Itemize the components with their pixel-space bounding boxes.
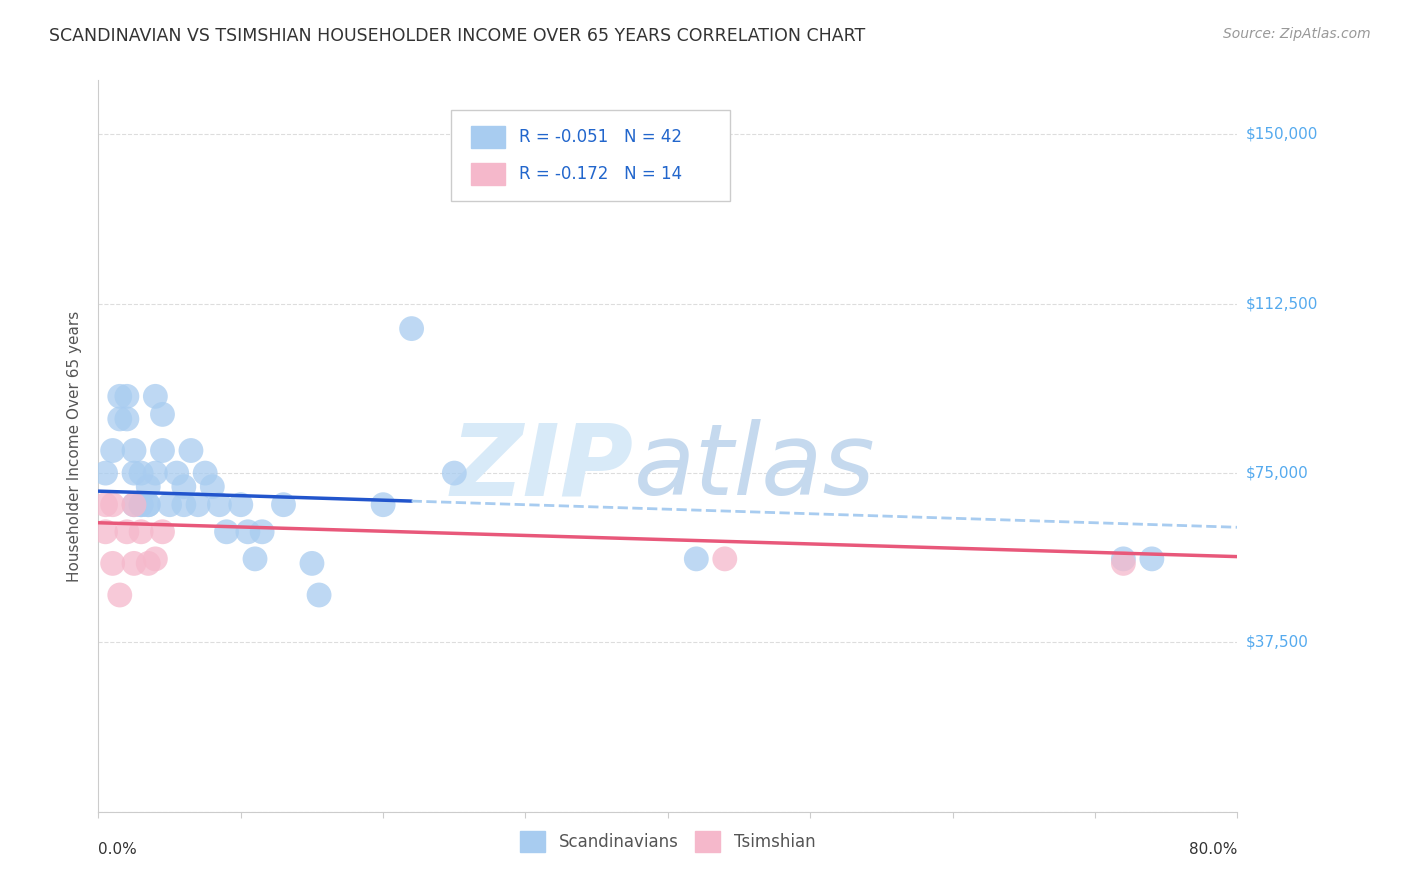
Point	[301, 557, 323, 571]
Point	[401, 321, 423, 335]
Point	[115, 524, 138, 539]
Y-axis label: Householder Income Over 65 years: Householder Income Over 65 years	[67, 310, 83, 582]
Point	[129, 498, 152, 512]
Point	[152, 408, 174, 422]
Point	[208, 498, 231, 512]
Point	[180, 443, 202, 458]
Text: R = -0.172   N = 14: R = -0.172 N = 14	[519, 165, 682, 183]
Point	[145, 552, 167, 566]
Point	[187, 498, 209, 512]
Point	[201, 480, 224, 494]
Text: $75,000: $75,000	[1246, 466, 1309, 481]
Text: R = -0.051   N = 42: R = -0.051 N = 42	[519, 128, 682, 146]
Point	[173, 480, 195, 494]
Point	[108, 412, 131, 426]
Text: $112,500: $112,500	[1246, 296, 1317, 311]
Point	[714, 552, 737, 566]
Point	[94, 524, 117, 539]
FancyBboxPatch shape	[451, 110, 731, 201]
Point	[152, 524, 174, 539]
Point	[122, 466, 145, 480]
Text: atlas: atlas	[634, 419, 876, 516]
Point	[215, 524, 238, 539]
Point	[145, 389, 167, 403]
Point	[373, 498, 395, 512]
Point	[236, 524, 259, 539]
Point	[308, 588, 330, 602]
Text: 80.0%: 80.0%	[1189, 842, 1237, 857]
Point	[122, 498, 145, 512]
Point	[159, 498, 181, 512]
Point	[122, 557, 145, 571]
Point	[229, 498, 252, 512]
Point	[173, 498, 195, 512]
Text: ZIP: ZIP	[451, 419, 634, 516]
Point	[122, 498, 145, 512]
Point	[115, 389, 138, 403]
Point	[122, 443, 145, 458]
Point	[1140, 552, 1163, 566]
Text: 0.0%: 0.0%	[98, 842, 138, 857]
Point	[101, 557, 124, 571]
Point	[166, 466, 188, 480]
Point	[108, 389, 131, 403]
Point	[152, 443, 174, 458]
Point	[1112, 557, 1135, 571]
Point	[101, 443, 124, 458]
Point	[194, 466, 217, 480]
Point	[136, 480, 159, 494]
Text: SCANDINAVIAN VS TSIMSHIAN HOUSEHOLDER INCOME OVER 65 YEARS CORRELATION CHART: SCANDINAVIAN VS TSIMSHIAN HOUSEHOLDER IN…	[49, 27, 866, 45]
Point	[129, 466, 152, 480]
Point	[94, 498, 117, 512]
FancyBboxPatch shape	[471, 127, 505, 148]
Point	[115, 412, 138, 426]
FancyBboxPatch shape	[471, 163, 505, 185]
Text: $150,000: $150,000	[1246, 127, 1317, 142]
Point	[129, 524, 152, 539]
Point	[108, 588, 131, 602]
Point	[443, 466, 465, 480]
Point	[145, 466, 167, 480]
Legend: Scandinavians, Tsimshian: Scandinavians, Tsimshian	[513, 824, 823, 858]
Point	[243, 552, 266, 566]
Point	[685, 552, 707, 566]
Text: $37,500: $37,500	[1246, 635, 1309, 650]
Point	[136, 498, 159, 512]
Point	[94, 466, 117, 480]
Point	[101, 498, 124, 512]
Point	[136, 557, 159, 571]
Point	[1112, 552, 1135, 566]
Text: Source: ZipAtlas.com: Source: ZipAtlas.com	[1223, 27, 1371, 41]
Point	[273, 498, 295, 512]
Point	[136, 498, 159, 512]
Point	[129, 498, 152, 512]
Point	[250, 524, 273, 539]
